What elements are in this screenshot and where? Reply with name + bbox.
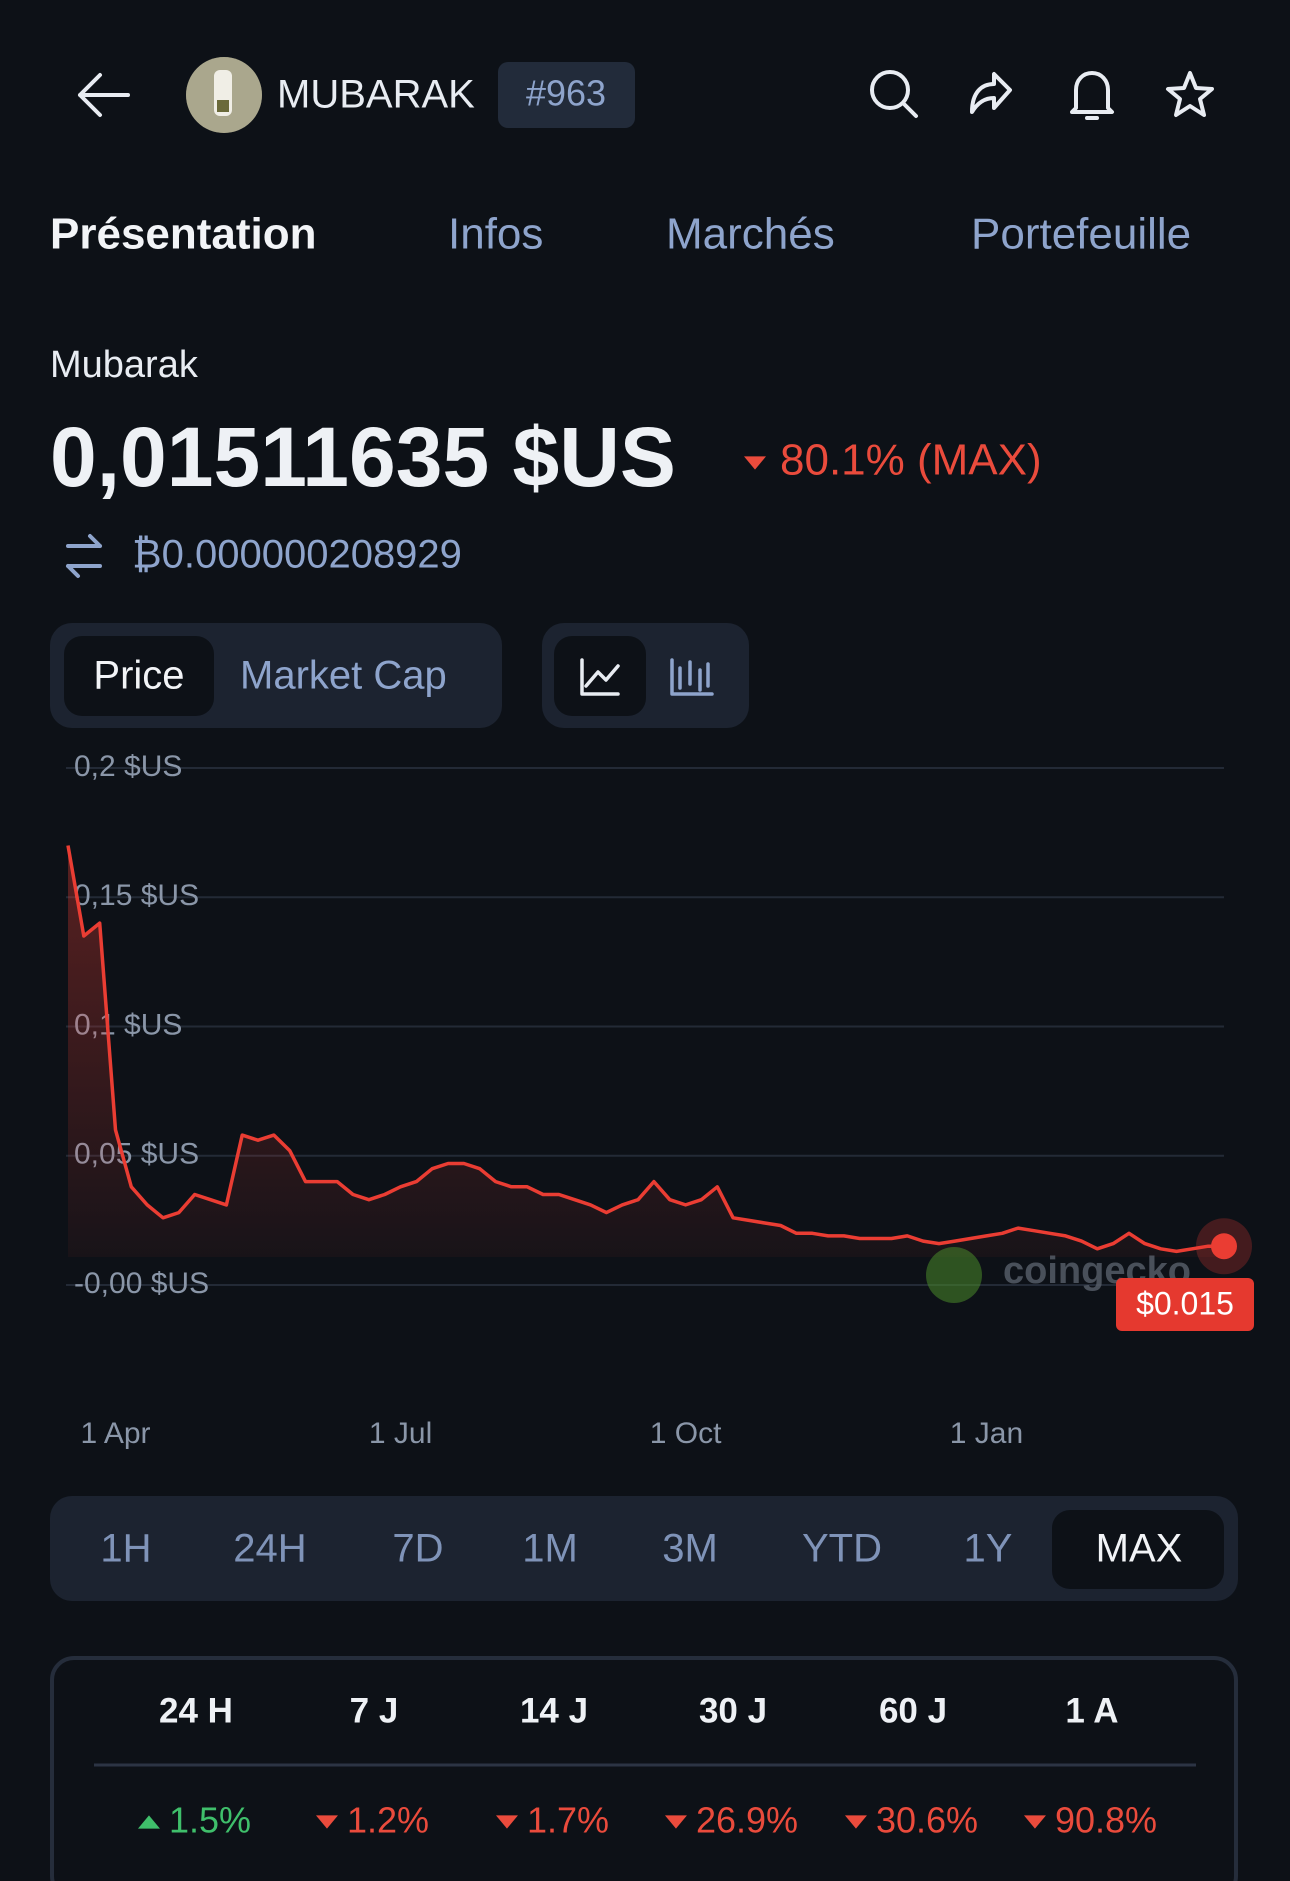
period-change: 1.5%	[169, 1800, 251, 1841]
x-tick-label: 1 Jul	[369, 1417, 432, 1450]
price-line	[66, 845, 1224, 1254]
price-area	[68, 845, 1224, 1257]
tab[interactable]: Présentation	[50, 210, 317, 259]
coin-name: Mubarak	[50, 344, 199, 386]
range-option[interactable]: 1M	[522, 1527, 578, 1571]
search-button[interactable]	[870, 70, 918, 118]
range-option[interactable]: 7D	[392, 1527, 443, 1571]
last-value-label: $0.015	[1136, 1285, 1234, 1321]
change-arrow	[495, 1815, 518, 1829]
period-change: 1.2%	[347, 1800, 429, 1841]
y-tick-label: -0,00 $US	[74, 1267, 209, 1300]
x-tick-label: 1 Apr	[80, 1417, 150, 1450]
last-point	[1211, 1233, 1237, 1260]
period-header: 1 A	[1065, 1691, 1118, 1730]
coin-rank: #963	[526, 73, 606, 114]
price-change: 80.1% (MAX)	[780, 436, 1042, 485]
change-arrow	[844, 1815, 867, 1829]
swap-icon	[66, 534, 102, 578]
change-arrow	[664, 1815, 687, 1829]
notification-button[interactable]	[1070, 71, 1114, 120]
range-option[interactable]: YTD	[802, 1527, 882, 1571]
change-arrow	[744, 456, 766, 470]
share-button[interactable]	[970, 72, 1012, 114]
metric-active-pill	[64, 636, 214, 716]
x-tick-label: 1 Jan	[950, 1417, 1023, 1450]
metric-option[interactable]: Market Cap	[240, 654, 447, 698]
period-change: 1.7%	[527, 1800, 609, 1841]
change-arrow	[315, 1815, 338, 1829]
period-header: 30 J	[699, 1691, 767, 1730]
tab[interactable]: Marchés	[666, 210, 835, 259]
coin-avatar	[186, 57, 262, 133]
coin-price: 0,01511635 $US	[50, 410, 676, 504]
y-tick-label: 0,2 $US	[74, 750, 182, 783]
period-header: 7 J	[350, 1691, 399, 1730]
period-header: 24 H	[159, 1691, 233, 1730]
tab[interactable]: Infos	[448, 210, 543, 259]
range-option[interactable]: 3M	[662, 1527, 718, 1571]
range-active-pill	[1052, 1510, 1224, 1589]
performance-table	[50, 1656, 1238, 1881]
period-header: 60 J	[879, 1691, 947, 1730]
btc-price: ₿0.000000208929	[132, 533, 462, 577]
rank-badge	[498, 62, 635, 128]
range-option[interactable]: MAX	[1096, 1527, 1183, 1571]
tab[interactable]: Portefeuille	[971, 210, 1191, 259]
candle-chart-button[interactable]	[670, 658, 714, 696]
watermark-logo	[926, 1247, 982, 1303]
period-change: 90.8%	[1055, 1800, 1157, 1841]
back-button[interactable]	[78, 73, 130, 117]
change-arrow	[1023, 1815, 1046, 1829]
y-tick-label: 0,15 $US	[74, 879, 199, 912]
range-option[interactable]: 1Y	[964, 1527, 1013, 1571]
range-option[interactable]: 24H	[233, 1527, 306, 1571]
change-arrow	[137, 1815, 160, 1829]
x-tick-label: 1 Oct	[650, 1417, 722, 1450]
coin-symbol: MUBARAK	[277, 73, 475, 117]
period-change: 30.6%	[876, 1800, 978, 1841]
period-header: 14 J	[520, 1691, 588, 1730]
period-change: 26.9%	[696, 1800, 798, 1841]
favorite-button[interactable]	[1166, 71, 1214, 117]
range-bar	[50, 1496, 1238, 1601]
range-option[interactable]: 1H	[100, 1527, 151, 1571]
line-chart-button[interactable]	[580, 658, 620, 696]
last-value-badge	[1116, 1278, 1254, 1331]
metric-option[interactable]: Price	[93, 654, 184, 698]
